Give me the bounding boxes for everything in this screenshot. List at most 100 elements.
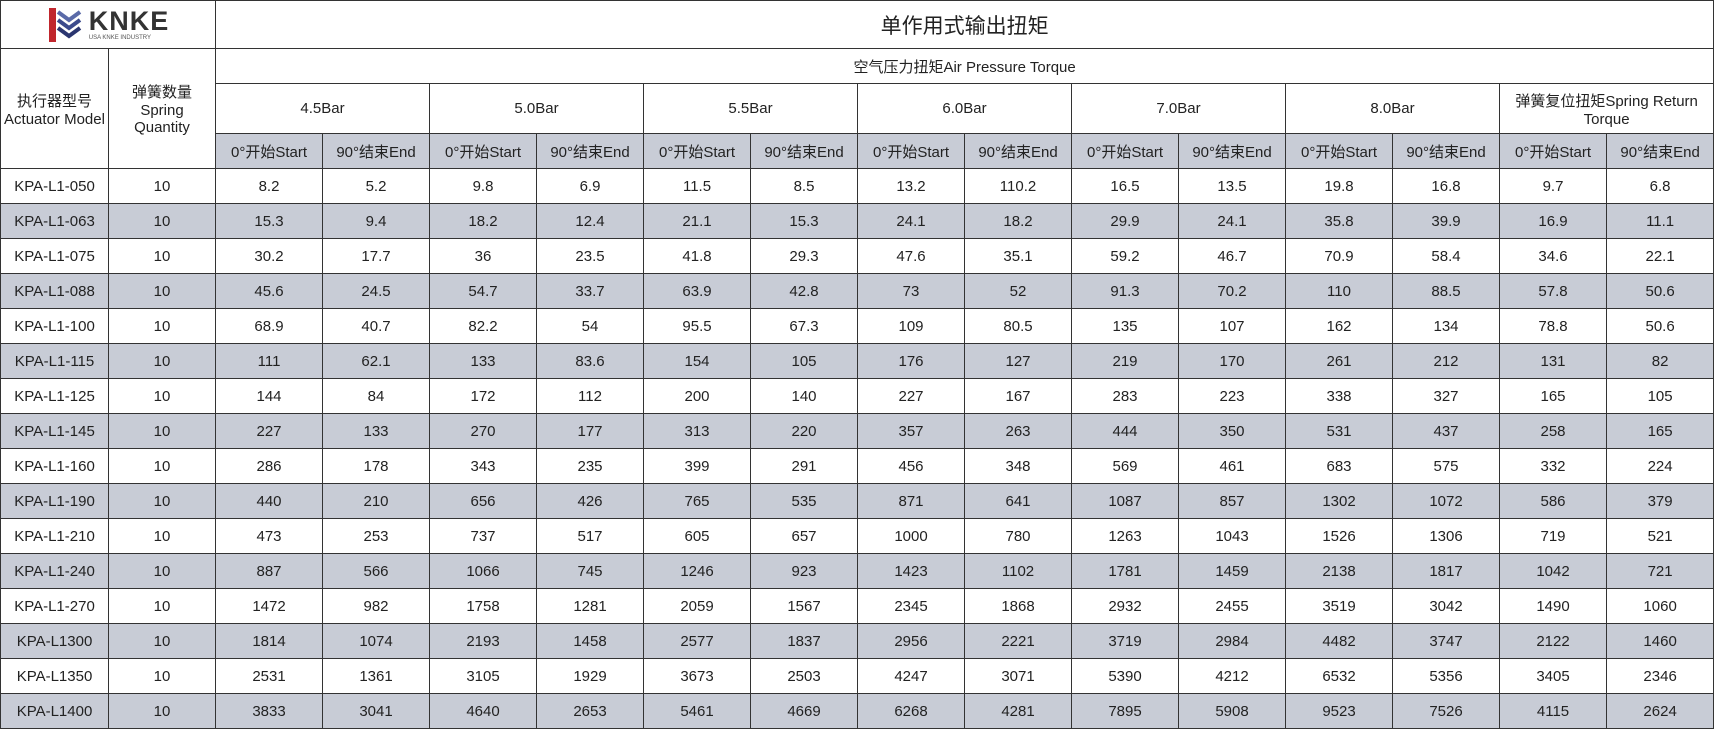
table-row: KPA-L1-075 10 30.2 17.7 36 23.5 41.8 29.3 47.6 35… <box>0 238 1714 274</box>
torque-cell: 1459 <box>1178 553 1287 589</box>
header-end: 90°结束End <box>322 133 431 169</box>
torque-cell: 338 <box>1285 378 1394 414</box>
torque-cell: 2531 <box>215 658 324 694</box>
torque-cell: 745 <box>536 553 645 589</box>
spring-cell: 10 <box>107 553 217 589</box>
torque-cell: 3747 <box>1392 623 1501 659</box>
table-row: KPA-L1-210 10 473 253 737 517 605 657 1000 780 126… <box>0 518 1714 554</box>
torque-cell: 1472 <box>215 588 324 624</box>
torque-cell: 2346 <box>1606 658 1714 694</box>
torque-cell: 1814 <box>215 623 324 659</box>
torque-cell: 1837 <box>750 623 859 659</box>
torque-cell: 857 <box>1178 483 1287 519</box>
torque-cell: 22.1 <box>1606 238 1714 274</box>
torque-cell: 9.8 <box>429 168 538 204</box>
torque-cell: 131 <box>1499 343 1608 379</box>
torque-cell: 23.5 <box>536 238 645 274</box>
torque-cell: 176 <box>857 343 966 379</box>
torque-cell: 887 <box>215 553 324 589</box>
torque-cell: 5461 <box>643 693 752 729</box>
torque-cell: 82.2 <box>429 308 538 344</box>
torque-cell: 34.6 <box>1499 238 1608 274</box>
torque-cell: 50.6 <box>1606 273 1714 309</box>
torque-cell: 58.4 <box>1392 238 1501 274</box>
torque-cell: 1060 <box>1606 588 1714 624</box>
model-cell: KPA-L1-125 <box>0 378 109 414</box>
torque-cell: 16.5 <box>1071 168 1180 204</box>
torque-cell: 4640 <box>429 693 538 729</box>
spring-cell: 10 <box>107 448 217 484</box>
torque-cell: 5390 <box>1071 658 1180 694</box>
header-start: 0°开始Start <box>643 133 752 169</box>
torque-cell: 3042 <box>1392 588 1501 624</box>
torque-cell: 70.2 <box>1178 273 1287 309</box>
torque-cell: 2503 <box>750 658 859 694</box>
torque-cell: 59.2 <box>1071 238 1180 274</box>
torque-cell: 62.1 <box>322 343 431 379</box>
torque-cell: 165 <box>1606 413 1714 449</box>
torque-cell: 107 <box>1178 308 1287 344</box>
table-row: KPA-L1-088 10 45.6 24.5 54.7 33.7 63.9 42.8 73 52… <box>0 273 1714 309</box>
header-group: 8.0Bar <box>1285 83 1501 134</box>
header-start: 0°开始Start <box>215 133 324 169</box>
header-group: 7.0Bar <box>1071 83 1287 134</box>
torque-cell: 437 <box>1392 413 1501 449</box>
header-group: 5.0Bar <box>429 83 645 134</box>
torque-cell: 1302 <box>1285 483 1394 519</box>
torque-cell: 1817 <box>1392 553 1501 589</box>
torque-cell: 29.3 <box>750 238 859 274</box>
header-group: 4.5Bar <box>215 83 431 134</box>
torque-cell: 227 <box>857 378 966 414</box>
logo-mark-icon <box>48 7 81 42</box>
torque-cell: 586 <box>1499 483 1608 519</box>
torque-cell: 313 <box>643 413 752 449</box>
torque-cell: 641 <box>964 483 1073 519</box>
logo-brand: KNKE <box>88 6 170 36</box>
page-title: 单作用式输出扭矩 <box>215 0 1714 49</box>
torque-cell: 95.5 <box>643 308 752 344</box>
torque-cell: 42.8 <box>750 273 859 309</box>
header-spring: 弹簧数量 Spring Quantity <box>107 48 217 169</box>
torque-cell: 4281 <box>964 693 1073 729</box>
torque-cell: 683 <box>1285 448 1394 484</box>
torque-cell: 133 <box>322 413 431 449</box>
torque-cell: 7895 <box>1071 693 1180 729</box>
torque-cell: 258 <box>1499 413 1608 449</box>
model-cell: KPA-L1-088 <box>0 273 109 309</box>
torque-cell: 2624 <box>1606 693 1714 729</box>
torque-cell: 105 <box>1606 378 1714 414</box>
torque-cell: 343 <box>429 448 538 484</box>
torque-cell: 11.5 <box>643 168 752 204</box>
torque-cell: 3833 <box>215 693 324 729</box>
torque-cell: 327 <box>1392 378 1501 414</box>
torque-cell: 35.1 <box>964 238 1073 274</box>
knke-logo: KNKE USA KNKE INDUSTRY <box>3 6 213 44</box>
torque-cell: 109 <box>857 308 966 344</box>
torque-cell: 4669 <box>750 693 859 729</box>
torque-cell: 3071 <box>964 658 1073 694</box>
torque-cell: 30.2 <box>215 238 324 274</box>
torque-cell: 134 <box>1392 308 1501 344</box>
torque-cell: 399 <box>643 448 752 484</box>
table-row: KPA-L1-160 10 286 178 343 235 399 291 456 348 569 4… <box>0 448 1714 484</box>
torque-cell: 9523 <box>1285 693 1394 729</box>
torque-cell: 50.6 <box>1606 308 1714 344</box>
torque-cell: 2059 <box>643 588 752 624</box>
torque-cell: 1074 <box>322 623 431 659</box>
torque-cell: 17.7 <box>322 238 431 274</box>
header-start: 0°开始Start <box>1071 133 1180 169</box>
torque-cell: 135 <box>1071 308 1180 344</box>
torque-cell: 2984 <box>1178 623 1287 659</box>
table-row: KPA-L1-240 10 887 566 1066 745 1246 923 1423 1102… <box>0 553 1714 589</box>
model-cell: KPA-L1300 <box>0 623 109 659</box>
torque-cell: 45.6 <box>215 273 324 309</box>
spring-cell: 10 <box>107 518 217 554</box>
torque-cell: 456 <box>857 448 966 484</box>
spring-cell: 10 <box>107 413 217 449</box>
torque-cell: 2932 <box>1071 588 1180 624</box>
table-row: KPA-L1-125 10 144 84 172 112 200 140 227 167 283 22… <box>0 378 1714 414</box>
header-end: 90°结束End <box>964 133 1073 169</box>
torque-cell: 5356 <box>1392 658 1501 694</box>
torque-cell: 178 <box>322 448 431 484</box>
spring-cell: 10 <box>107 308 217 344</box>
